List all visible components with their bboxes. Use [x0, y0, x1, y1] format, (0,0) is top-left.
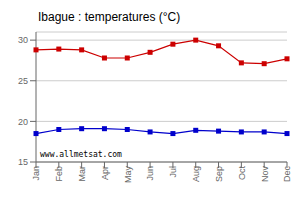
svg-text:Jul: Jul: [168, 166, 178, 178]
svg-text:Nov: Nov: [260, 166, 270, 183]
svg-text:25: 25: [18, 76, 28, 86]
svg-text:15: 15: [18, 157, 28, 167]
svg-text:May: May: [123, 166, 133, 184]
svg-text:Sep: Sep: [214, 166, 224, 182]
svg-text:Feb: Feb: [54, 166, 64, 182]
html-text:www.allmetsat.com: www.allmetsat.com: [40, 150, 122, 159]
svg-text:20: 20: [18, 117, 28, 127]
svg-text:Dec: Dec: [282, 166, 292, 183]
svg-text:Jan: Jan: [31, 166, 41, 181]
svg-text:Mar: Mar: [77, 166, 87, 182]
svg-text:Oct: Oct: [237, 166, 247, 181]
svg-text:Aug: Aug: [191, 166, 201, 182]
svg-text:30: 30: [18, 35, 28, 45]
svg-text:Jun: Jun: [145, 166, 155, 181]
html-text:Ibague : temperatures (°C): Ibague : temperatures (°C): [38, 10, 181, 24]
svg-text:Apr: Apr: [100, 166, 110, 180]
